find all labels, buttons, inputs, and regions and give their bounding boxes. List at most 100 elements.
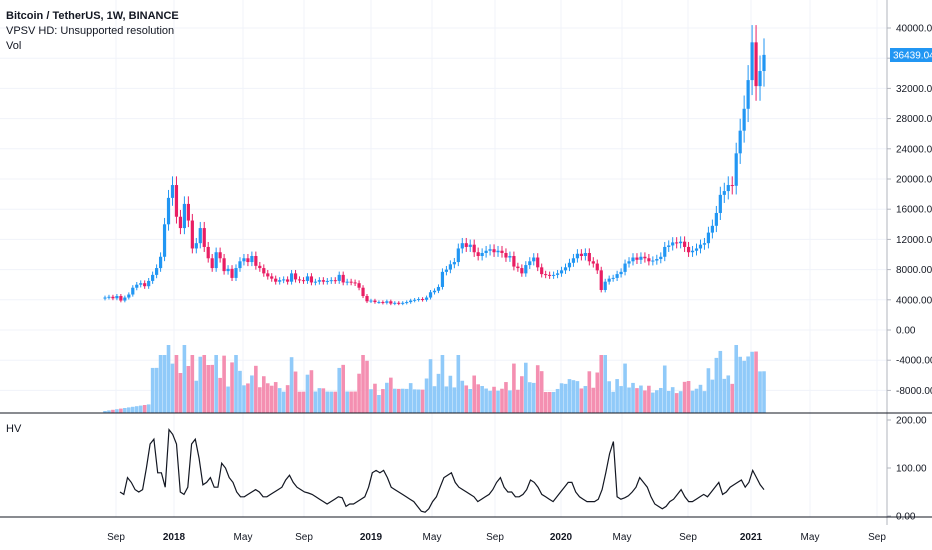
volume-bar bbox=[476, 384, 480, 413]
candle-body bbox=[155, 268, 159, 275]
candle-body bbox=[369, 300, 373, 302]
volume-bar bbox=[258, 387, 262, 413]
volume-bar bbox=[408, 383, 413, 413]
candle-body bbox=[214, 252, 218, 269]
volume-bar bbox=[512, 363, 516, 413]
candle-body bbox=[250, 256, 254, 263]
volume-bar bbox=[377, 395, 381, 413]
volume-bar bbox=[301, 391, 306, 413]
candle-body bbox=[186, 203, 190, 221]
candle-body bbox=[389, 301, 393, 304]
candle-body bbox=[754, 42, 758, 87]
candle-body bbox=[484, 250, 488, 253]
volume-bar bbox=[202, 355, 207, 413]
candle-body bbox=[119, 296, 123, 301]
price-tick-label: 12000.00 bbox=[896, 235, 932, 246]
volume-bar bbox=[345, 391, 349, 413]
candle-body bbox=[667, 245, 671, 247]
volume-bar bbox=[134, 406, 139, 413]
volume-bar bbox=[722, 378, 727, 413]
volume-bar bbox=[146, 404, 151, 413]
candle-body bbox=[246, 258, 250, 263]
candle-body bbox=[548, 274, 552, 276]
candle-body bbox=[706, 232, 711, 244]
candle-body bbox=[297, 279, 302, 281]
volume-bar bbox=[150, 367, 155, 413]
volume-bar bbox=[734, 345, 739, 413]
candle-body bbox=[210, 258, 214, 269]
volume-bar bbox=[341, 364, 345, 413]
candle-body bbox=[575, 253, 580, 259]
candle-body bbox=[647, 258, 651, 262]
candle-body bbox=[373, 300, 377, 303]
volume-bar bbox=[111, 409, 115, 413]
candle-body bbox=[671, 242, 675, 246]
candle-body bbox=[417, 299, 421, 301]
candle-body bbox=[266, 273, 270, 277]
candle-body bbox=[500, 250, 504, 253]
volume-bar bbox=[353, 391, 357, 413]
volume-bar bbox=[400, 388, 405, 413]
candle-body bbox=[508, 256, 512, 258]
volume-bar bbox=[746, 356, 750, 413]
candle-body bbox=[651, 260, 655, 262]
volume-bar bbox=[206, 365, 211, 413]
candle-body bbox=[413, 299, 417, 301]
candle-body bbox=[226, 268, 230, 272]
candle-body bbox=[198, 228, 202, 244]
volume-bar bbox=[242, 385, 246, 413]
candle-body bbox=[722, 191, 726, 195]
candle-body bbox=[381, 302, 385, 304]
candle-body bbox=[293, 273, 298, 280]
volume-bar bbox=[579, 388, 584, 413]
candle-body bbox=[583, 252, 587, 257]
volume-bar bbox=[603, 355, 608, 413]
volume-bar bbox=[119, 408, 123, 413]
volume-bar bbox=[539, 371, 544, 413]
volume-bar bbox=[658, 387, 663, 413]
candle-body bbox=[282, 279, 286, 281]
volume-bar bbox=[198, 356, 203, 413]
volume-bar bbox=[178, 373, 183, 413]
volume-bar bbox=[444, 386, 449, 413]
time-tick-label: May bbox=[234, 532, 253, 543]
candle-body bbox=[528, 261, 532, 266]
candle-body bbox=[337, 274, 341, 281]
candle-body bbox=[202, 228, 206, 247]
volume-bar bbox=[500, 388, 504, 413]
candle-body bbox=[540, 267, 544, 275]
time-tick-label: Sep bbox=[107, 532, 125, 543]
volume-bar bbox=[702, 391, 707, 413]
candle-body bbox=[178, 216, 183, 229]
volume-bar bbox=[246, 383, 250, 413]
volume-bar bbox=[226, 386, 230, 413]
volume-bar bbox=[750, 351, 754, 413]
candle-body bbox=[147, 280, 151, 287]
candle-body bbox=[579, 253, 583, 257]
volume-bar bbox=[230, 362, 234, 413]
candle-body bbox=[313, 281, 318, 283]
candle-body bbox=[349, 281, 353, 283]
candle-body bbox=[123, 297, 127, 301]
volume-bar bbox=[357, 373, 361, 413]
volume-bar bbox=[293, 371, 298, 413]
time-tick-label: 2018 bbox=[163, 532, 186, 543]
volume-bar bbox=[527, 382, 532, 413]
volume-bar bbox=[166, 345, 171, 413]
candle-body bbox=[393, 302, 397, 304]
candle-body bbox=[270, 276, 274, 279]
volume-bar bbox=[456, 355, 461, 413]
volume-bar bbox=[655, 390, 659, 413]
volume-bar bbox=[670, 387, 675, 413]
candle-body bbox=[182, 203, 186, 229]
volume-bar bbox=[313, 391, 318, 413]
candle-body bbox=[361, 287, 365, 297]
candle-body bbox=[258, 265, 262, 269]
volume-bar bbox=[460, 380, 465, 413]
candle-body bbox=[333, 280, 337, 282]
volume-bar bbox=[472, 375, 476, 413]
candle-body bbox=[432, 290, 437, 293]
volume-bar bbox=[714, 357, 719, 413]
volume-bar bbox=[250, 375, 254, 413]
